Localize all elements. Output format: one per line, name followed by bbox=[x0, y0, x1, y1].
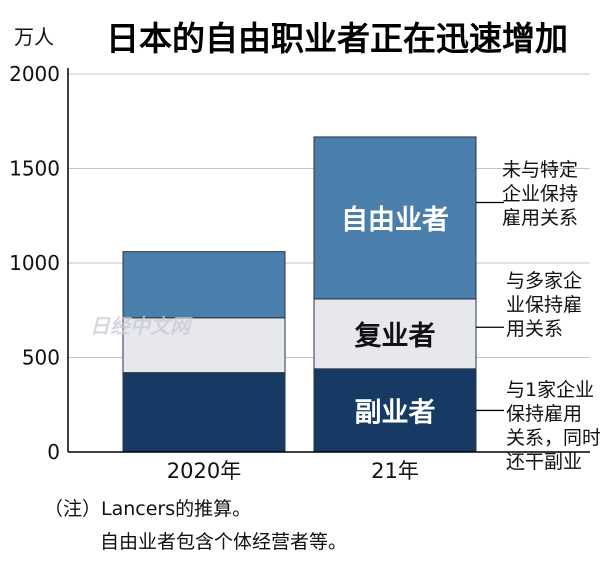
segment-label: 副业者 bbox=[355, 397, 436, 428]
annotation-line: 未与特定 bbox=[502, 159, 578, 181]
note-line-1: （注）Lancers的推算。 bbox=[44, 498, 252, 520]
bar-segment bbox=[122, 317, 286, 374]
watermark-text: 日经中文网 bbox=[90, 314, 193, 338]
annotation-line: 与多家企 bbox=[506, 270, 582, 292]
y-axis-ticks: 0 500 1000 1500 2000 bbox=[9, 62, 60, 464]
y-tick-label: 2000 bbox=[9, 62, 60, 86]
y-tick-label: 0 bbox=[47, 440, 60, 464]
bar-segment bbox=[122, 372, 286, 453]
annotation-line: 还干副业 bbox=[506, 451, 582, 473]
annotation-line: 用关系 bbox=[506, 318, 563, 340]
stacked-bar-chart: 万人 日本的自由职业者正在迅速增加 0 500 1000 1500 2000 副业者 复业… bbox=[9, 19, 600, 483]
annotation-line: 企业保持 bbox=[502, 183, 578, 205]
y-tick-label: 1500 bbox=[9, 157, 60, 181]
annotation-line: 雇用关系 bbox=[502, 207, 578, 229]
unit-label: 万人 bbox=[14, 25, 54, 49]
annotation-line: 保持雇用 bbox=[506, 403, 582, 425]
annotations: 未与特定企业保持雇用关系与多家企业保持雇用关系与1家企业保持雇用关系，同时还干副… bbox=[502, 159, 600, 473]
y-tick-label: 1000 bbox=[9, 251, 60, 275]
segment-label: 自由业者 bbox=[341, 204, 449, 236]
bars: 副业者 复业者 自由业者 bbox=[122, 136, 477, 453]
annotation-line: 与1家企业 bbox=[506, 379, 594, 401]
bar-segment bbox=[122, 251, 286, 319]
y-tick-label: 500 bbox=[22, 346, 60, 370]
annotation-line: 关系，同时 bbox=[506, 427, 600, 449]
x-axis-labels: 2020年 21年 bbox=[167, 459, 419, 483]
callout-lines bbox=[476, 201, 504, 412]
bar-segment bbox=[313, 136, 477, 300]
bar-segment bbox=[313, 298, 477, 370]
segment-label: 复业者 bbox=[355, 321, 436, 352]
x-tick-label: 2020年 bbox=[167, 459, 241, 483]
chart-title: 日本的自由职业者正在迅速增加 bbox=[106, 19, 568, 58]
annotation-line: 业保持雇 bbox=[506, 294, 582, 316]
x-tick-label: 21年 bbox=[371, 459, 419, 483]
note-line-2: 自由业者包含个体经营者等。 bbox=[100, 531, 348, 553]
